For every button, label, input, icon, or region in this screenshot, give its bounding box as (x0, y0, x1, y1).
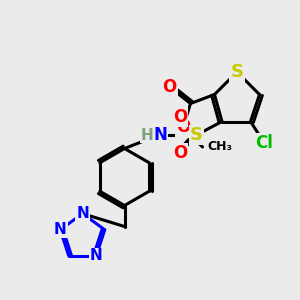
Text: O: O (173, 144, 187, 162)
Text: Cl: Cl (255, 134, 273, 152)
Text: N: N (90, 248, 103, 263)
Text: O: O (173, 108, 187, 126)
Text: N: N (154, 126, 167, 144)
Text: S: S (190, 126, 203, 144)
Text: N: N (54, 222, 67, 237)
Text: N: N (76, 206, 89, 221)
Text: O: O (162, 78, 177, 96)
Text: O: O (176, 118, 190, 136)
Text: CH₃: CH₃ (207, 140, 232, 154)
Text: H: H (141, 128, 154, 142)
Text: S: S (230, 63, 244, 81)
